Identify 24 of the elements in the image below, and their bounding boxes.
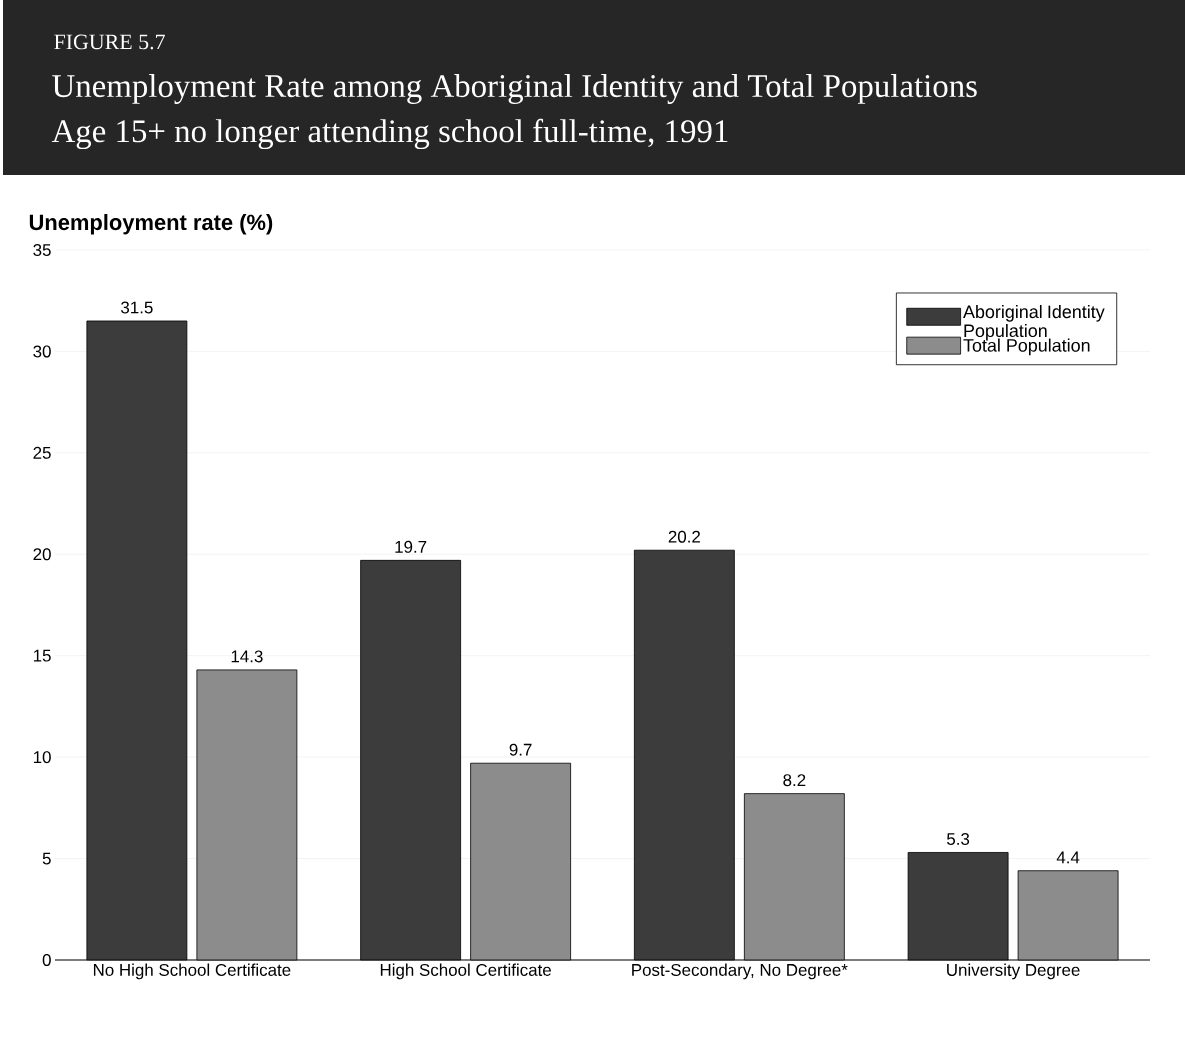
x-tick-label: University Degree: [947, 963, 1080, 980]
data-label: 9.7: [509, 743, 532, 756]
data-label: 31.5: [121, 301, 153, 314]
data-label: 4.4: [1056, 851, 1080, 864]
data-label: 14.3: [231, 650, 263, 663]
x-tick-label: No High School Certificate: [93, 963, 291, 980]
y-tick-label: 20: [33, 548, 51, 561]
chart-subtitle: Age 15+ no longer attending school full-time, 1991: [51, 118, 728, 150]
y-tick-label: 30: [33, 345, 51, 358]
data-label: 20.2: [668, 530, 700, 543]
y-tick-label: 5: [42, 852, 51, 865]
y-tick-label: 15: [33, 649, 51, 662]
y-tick-label: 35: [33, 243, 51, 256]
data-label: 8.2: [783, 774, 806, 787]
x-tick-label: Post-Secondary, No Degree*: [632, 963, 848, 980]
chart-title: Unemployment Rate among Aboriginal Identity and Total Populations: [52, 74, 977, 104]
data-label: 19.7: [395, 540, 427, 553]
data-label: 5.3: [947, 832, 970, 845]
y-tick-label: 25: [33, 446, 51, 459]
caption: FIGURE 5.7: [54, 34, 165, 50]
y-axis-title: Unemployment rate (%): [29, 214, 273, 235]
x-tick-label: High School Certificate: [380, 963, 551, 980]
y-tick-label: 10: [33, 751, 51, 764]
y-tick-label: 0: [42, 953, 51, 966]
